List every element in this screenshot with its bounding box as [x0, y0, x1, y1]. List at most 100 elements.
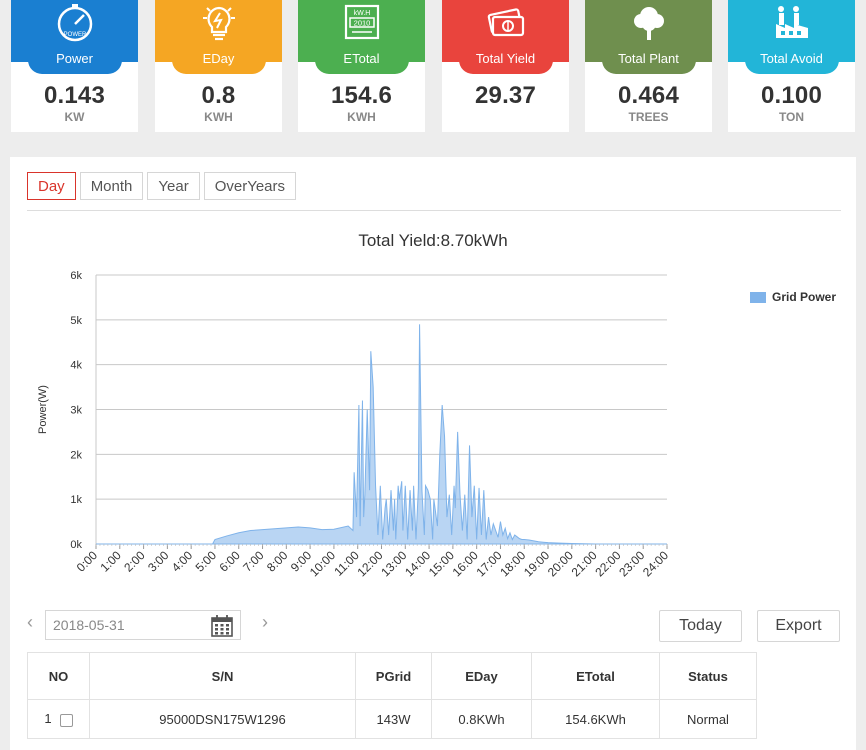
- x-tick-label: 4:00: [169, 548, 196, 575]
- col-pgrid: PGrid: [355, 652, 432, 700]
- col-etotal: ETotal: [531, 652, 660, 700]
- y-tick-label: 2k: [70, 449, 82, 461]
- x-tick-label: 22:00: [592, 548, 623, 579]
- x-tick-labels: 0:001:002:003:004:005:006:007:008:009:00…: [74, 544, 671, 579]
- tab-year[interactable]: Year: [147, 172, 200, 200]
- x-tick-label: 12:00: [354, 548, 385, 579]
- col-no: NO: [27, 652, 90, 700]
- x-tick-label: 24:00: [640, 548, 671, 579]
- y-tick-label: 6k: [70, 270, 82, 282]
- factory-icon: [728, 4, 855, 40]
- svg-text:2010: 2010: [353, 19, 370, 28]
- tab-overyears[interactable]: OverYears: [203, 172, 297, 200]
- total-avoid-value: 0.100: [760, 82, 823, 109]
- x-tick-label: 1:00: [97, 548, 124, 575]
- power-card-header: POWER Power: [11, 0, 138, 74]
- row-sn: 95000DSN175W1296: [89, 699, 356, 739]
- y-tick-label: 5k: [70, 315, 82, 327]
- total-plant-card-header: Total Plant: [585, 0, 712, 74]
- x-tick-label: 13:00: [378, 548, 409, 579]
- etotal-value: 154.6: [330, 82, 393, 109]
- tabs-divider: [27, 210, 841, 211]
- total-avoid-card: Total Avoid 0.100 TON: [728, 0, 855, 132]
- x-tick-label: 0:00: [74, 548, 101, 575]
- total-avoid-card-header: Total Avoid: [728, 0, 855, 74]
- eday-card: EDay 0.8 KWH: [155, 0, 282, 132]
- total-yield-card-header: Total Yield: [442, 0, 569, 74]
- x-tick-label: 11:00: [331, 548, 362, 579]
- total-avoid-unit: TON: [778, 110, 805, 124]
- svg-text:kW.H: kW.H: [353, 10, 370, 17]
- meter-icon: kW.H 2010: [298, 4, 425, 40]
- chart-legend[interactable]: Grid Power: [750, 290, 836, 304]
- money-icon: [442, 4, 569, 40]
- row-checkbox[interactable]: [59, 713, 73, 727]
- speedometer-icon: POWER: [11, 4, 138, 42]
- row-pgrid: 143W: [355, 699, 432, 739]
- etotal-card-header: kW.H 2010 ETotal: [298, 0, 425, 74]
- total-plant-card: Total Plant 0.464 TREES: [585, 0, 712, 132]
- etotal-card: kW.H 2010 ETotal 154.6 KWH: [298, 0, 425, 132]
- today-button[interactable]: Today: [659, 610, 742, 642]
- y-tick-label: 3k: [70, 405, 82, 417]
- table-header-row: NO S/N PGrid EDay ETotal Status: [27, 652, 757, 700]
- period-tabs: Day Month Year OverYears: [27, 172, 297, 200]
- eday-unit: KWH: [204, 110, 233, 124]
- tab-day[interactable]: Day: [27, 172, 76, 200]
- eday-card-header: EDay: [155, 0, 282, 74]
- x-tick-label: 18:00: [497, 548, 528, 579]
- x-tick-label: 8:00: [264, 548, 291, 575]
- svg-text:POWER: POWER: [63, 32, 86, 38]
- total-plant-card-label: Total Plant: [601, 48, 696, 74]
- date-value: 2018-05-31: [53, 617, 125, 633]
- eday-value: 0.8: [201, 82, 236, 109]
- legend-label: Grid Power: [772, 290, 837, 304]
- lightbulb-icon: [155, 4, 282, 41]
- y-tick-labels: 0k 1k 2k 3k 4k 5k 6k: [70, 270, 82, 551]
- x-tick-label: 19:00: [521, 548, 552, 579]
- prev-date-arrow[interactable]: ‹: [27, 612, 33, 632]
- row-status: Normal: [659, 699, 757, 739]
- x-tick-label: 23:00: [616, 548, 647, 579]
- y-tick-label: 4k: [70, 360, 82, 372]
- row-no: 1: [44, 711, 52, 727]
- y-axis-label: Power(W): [37, 385, 49, 434]
- legend-swatch: [750, 291, 766, 303]
- total-plant-value: 0.464: [617, 82, 680, 109]
- x-tick-label: 21:00: [569, 548, 600, 579]
- x-tick-label: 20:00: [545, 548, 576, 579]
- x-tick-label: 6:00: [216, 548, 243, 575]
- x-tick-label: 3:00: [145, 548, 172, 575]
- col-sn: S/N: [89, 652, 356, 700]
- x-tick-label: 15:00: [426, 548, 457, 579]
- power-card: POWER Power 0.143 KW: [11, 0, 138, 132]
- calendar-icon[interactable]: [211, 615, 233, 646]
- x-tick-label: 16:00: [450, 548, 481, 579]
- total-yield-value: 29.37: [474, 82, 537, 109]
- power-chart: 0k 1k 2k 3k 4k 5k 6k 0:001:002:003:004:005:006…: [37, 270, 671, 579]
- grid-power-series: [96, 324, 667, 545]
- date-input[interactable]: 2018-05-31: [45, 610, 241, 640]
- grid-power-area: [96, 324, 667, 545]
- col-eday: EDay: [431, 652, 532, 700]
- total-avoid-card-label: Total Avoid: [744, 48, 839, 74]
- total-plant-unit: TREES: [628, 110, 669, 124]
- export-button[interactable]: Export: [757, 610, 840, 642]
- row-etotal: 154.6KWh: [531, 699, 660, 739]
- table-row[interactable]: 1 95000DSN175W1296 143W 0.8KWh 154.6KWh …: [27, 699, 757, 739]
- x-tick-label: 5:00: [193, 548, 220, 575]
- row-eday: 0.8KWh: [431, 699, 532, 739]
- power-unit: KW: [64, 110, 85, 124]
- total-yield-card-label: Total Yield: [458, 48, 553, 74]
- total-yield-card: Total Yield 29.37: [442, 0, 569, 132]
- y-tick-label: 1k: [70, 494, 82, 506]
- etotal-card-label: ETotal: [314, 48, 409, 74]
- tab-month[interactable]: Month: [79, 172, 144, 200]
- device-table: NO S/N PGrid EDay ETotal Status 1 95000D…: [27, 652, 757, 739]
- etotal-unit: KWH: [347, 110, 376, 124]
- row-no-cell: 1: [27, 699, 90, 739]
- next-date-arrow[interactable]: ›: [262, 612, 268, 632]
- col-status: Status: [659, 652, 757, 700]
- x-tick-label: 7:00: [240, 548, 267, 575]
- chart-title: Total Yield:8.70kWh: [358, 231, 508, 250]
